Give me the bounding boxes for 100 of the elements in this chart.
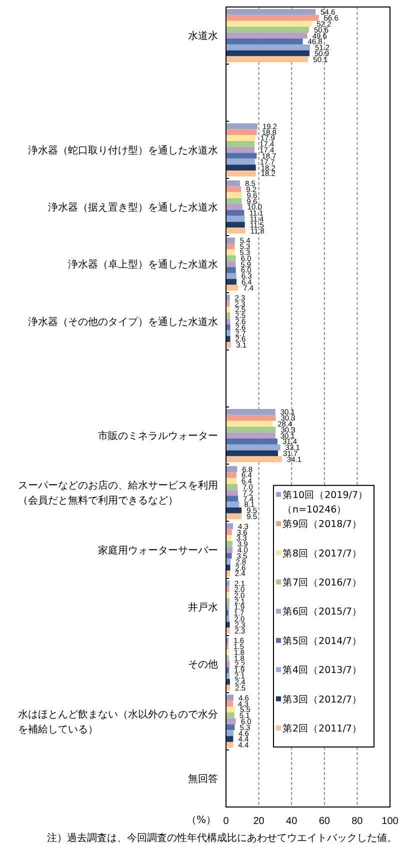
legend-label: 第4回（2013/7） — [282, 664, 362, 676]
bar — [226, 158, 256, 165]
bar — [226, 198, 242, 204]
bar — [226, 267, 236, 273]
bar — [226, 718, 236, 724]
y-tick-label: 水道水 — [188, 30, 218, 42]
bar — [226, 186, 242, 192]
bar — [226, 610, 229, 616]
legend-label: 第5回（2014/7） — [282, 634, 362, 647]
bar — [226, 210, 244, 216]
bar — [226, 507, 242, 514]
bar — [226, 564, 230, 571]
bar — [226, 261, 236, 268]
bar — [226, 192, 242, 198]
bar — [226, 294, 230, 301]
bar — [226, 129, 257, 136]
bar — [226, 26, 309, 33]
y-tick-label: 浄水器（卓上型）を通した水道水 — [68, 258, 218, 271]
x-tick-label: 60 — [318, 816, 330, 827]
x-tick-label: 100 — [382, 816, 399, 827]
x-tick-label: 80 — [352, 816, 364, 827]
bar — [226, 706, 236, 712]
y-tick-label: 井戸水 — [188, 602, 218, 614]
y-tick-label: 水はほとんど飲まない（水以外のもので水分を補給している） — [18, 708, 218, 736]
bar — [226, 700, 234, 707]
bar — [226, 616, 230, 622]
bar — [226, 456, 282, 462]
bar — [226, 50, 310, 56]
bar — [226, 330, 230, 336]
x-tick-label: 20 — [253, 816, 265, 827]
bar — [226, 438, 278, 444]
y-tick-label: 浄水器（その他のタイプ）を通した水道水 — [28, 316, 218, 328]
bar — [226, 712, 234, 718]
bar — [226, 342, 232, 348]
x-tick-label: 0 — [223, 816, 230, 827]
bar — [226, 420, 273, 427]
legend-label: 第8回（2017/7） — [282, 547, 362, 560]
bar — [226, 38, 303, 44]
bar — [226, 222, 245, 228]
bar — [226, 730, 234, 736]
legend-label: 第10回（2019/7）（n=10246） — [282, 488, 368, 516]
bar — [226, 204, 242, 210]
y-tick-label: スーパーなどのお店の、給水サービスを利用（会員だと無料で利用できるなど） — [18, 480, 218, 507]
y-tick-label: その他 — [188, 658, 218, 671]
bar — [226, 123, 258, 130]
bar — [226, 444, 280, 450]
bar — [226, 170, 256, 176]
bar — [226, 541, 232, 547]
legend-label: 第9回（2018/7） — [282, 518, 362, 530]
bar — [226, 466, 238, 472]
bar — [226, 9, 316, 15]
y-tick-label: 浄水器（蛇口取り付け型）を通した水道水 — [28, 144, 218, 156]
bar — [226, 432, 276, 439]
y-tick-label: 市販のミネラルウォーター — [98, 430, 218, 442]
bar — [226, 238, 235, 244]
bar — [226, 426, 276, 433]
bar — [226, 164, 256, 171]
bar — [226, 628, 230, 634]
bar — [226, 300, 230, 307]
bar — [226, 135, 256, 141]
bar — [226, 146, 255, 153]
bar — [226, 570, 230, 576]
bar — [226, 141, 255, 147]
bar — [226, 736, 234, 742]
bar — [226, 56, 308, 62]
y-tick-label: 無回答 — [188, 772, 218, 785]
bar — [226, 742, 234, 748]
bar — [226, 336, 230, 342]
bar — [226, 724, 235, 730]
bar — [226, 592, 230, 598]
bar — [226, 249, 235, 256]
legend-label: 第2回（2011/7） — [282, 722, 362, 734]
bar — [226, 152, 257, 159]
bar — [226, 255, 236, 262]
legend-label: 第3回（2012/7） — [282, 693, 362, 706]
bar — [226, 535, 232, 541]
bar — [226, 409, 276, 415]
bar — [226, 694, 234, 701]
bar — [226, 529, 232, 536]
bar — [226, 44, 310, 50]
bar — [226, 502, 240, 508]
bar — [226, 324, 230, 330]
bar — [226, 450, 278, 456]
bar — [226, 180, 240, 186]
bar — [226, 32, 308, 39]
bar — [226, 14, 319, 21]
x-axis-title: （%） — [186, 815, 216, 826]
bar — [226, 278, 236, 285]
bar — [226, 228, 246, 234]
bar — [226, 678, 230, 685]
y-tick-label: 家庭用ウォーターサーバー — [98, 544, 218, 556]
legend-label: 第6回（2015/7） — [282, 606, 362, 618]
bar — [226, 20, 312, 27]
bar — [226, 472, 236, 478]
bar — [226, 273, 236, 279]
bar — [226, 490, 238, 496]
bar — [226, 478, 236, 484]
bar — [226, 496, 238, 502]
legend-label: 第7回（2016/7） — [282, 576, 362, 588]
x-tick-label: 40 — [286, 816, 298, 827]
